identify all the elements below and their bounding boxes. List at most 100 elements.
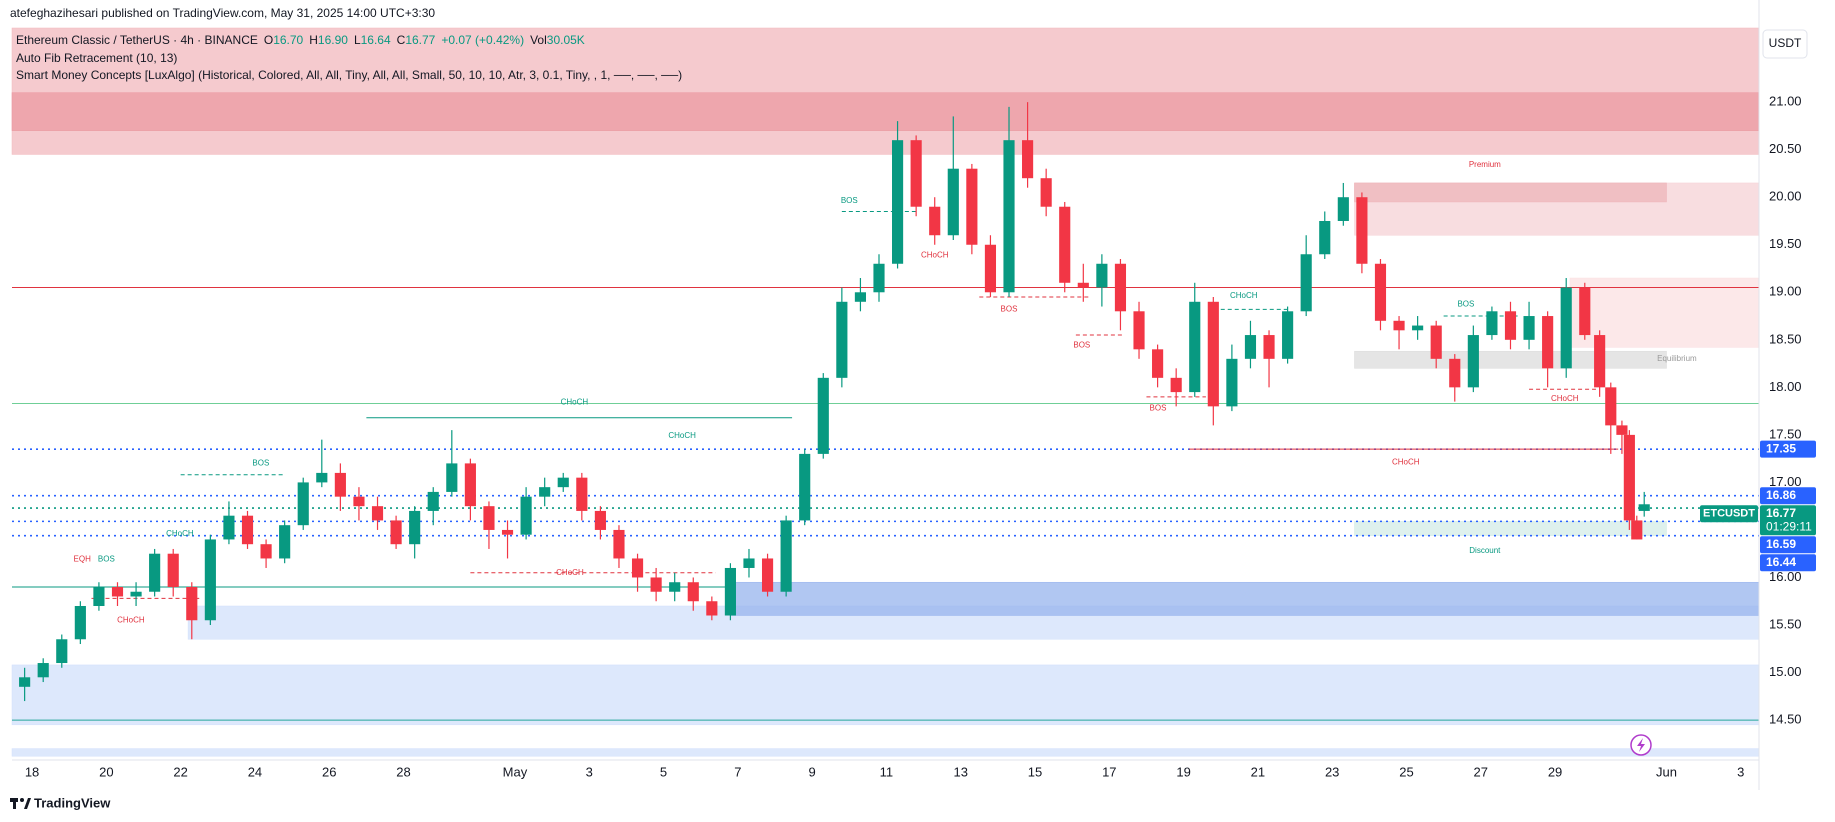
candle-body [1077,282,1089,288]
candle-body [464,463,476,507]
price-tag-label: 16.77 [1766,506,1796,520]
candle-body [1059,206,1071,283]
legend-value: 16.77 [405,33,435,47]
x-tick-label: Jun [1656,764,1677,779]
symbol-tag-label: ETCUSDT [1703,508,1755,520]
candle-body [167,553,179,587]
zone [11,664,1760,726]
candle-body [1594,335,1606,388]
candle-body [1263,335,1275,359]
legend-value: 16.90 [318,33,348,47]
annotation: BOS [1001,305,1018,314]
y-tick-label: 16.00 [1769,569,1802,584]
y-tick-label: 15.50 [1769,616,1802,631]
candle-body [260,544,272,559]
candle-body [390,520,402,545]
annotation: BOS [1457,300,1474,309]
candle-body [130,591,142,597]
annotation: CHoCH [668,431,696,440]
candle-body [631,558,644,578]
annotation: CHoCH [1230,291,1258,300]
candle-body [594,510,606,530]
candle-body [74,605,86,640]
x-tick-label: 23 [1325,764,1339,779]
currency[interactable]: USDT [1769,36,1802,50]
candle-body [241,515,254,545]
annotation: CHoCH [561,398,589,407]
y-tick-label: 15.00 [1769,664,1802,679]
candle-body [1170,377,1182,393]
annotation: CHoCH [117,615,145,624]
candle-body [371,506,384,521]
x-tick-label: 5 [660,764,667,779]
candle-body [780,520,792,592]
x-tick-label: 7 [734,764,741,779]
candle-body [1638,504,1650,511]
plot-area: CHoCH CHoCH BOS EQH BOS CHoCH CHoCH CHoCH BOS CHo… [11,27,1760,757]
indicator: Auto Fib Retracement (10, 13) [16,51,177,65]
candle-body [279,525,291,559]
x-tick-label: 17 [1102,764,1116,779]
x-tick-label: 9 [809,764,816,779]
price-tag [1760,487,1816,505]
x-tick-label: 28 [396,764,410,779]
candle-body [1096,263,1108,288]
candle-body [1133,311,1145,350]
legend-value: 30.05K [547,33,585,47]
annotation: CHoCH [921,250,949,259]
zone [11,27,1760,155]
x-tick-label: 13 [953,764,967,779]
indicator: Smart Money Concepts [LuxAlgo] (Historic… [16,68,682,82]
candle-body [1300,254,1312,312]
annotation: CHoCH [1551,394,1579,403]
x-tick-label: 20 [99,764,113,779]
candle-body [724,567,736,616]
annotation: BOS [841,196,858,205]
candle-body [929,206,941,236]
candle-body [1207,301,1219,407]
currency-button[interactable] [1762,29,1808,59]
candle-body [706,601,718,616]
candle-body [650,577,662,592]
zone [11,92,1760,131]
candle-body [1430,325,1442,359]
price-tag [1760,440,1816,458]
candle-body [1356,197,1368,264]
candle-body [1504,311,1517,340]
candle-body [1152,349,1164,378]
annotation: Discount [1469,546,1501,555]
candle-body [223,515,235,540]
candle-body [1412,325,1424,331]
candle-body [557,477,569,488]
x-tick-label: 11 [880,764,894,779]
candle-body [836,301,848,378]
candle-body [743,558,755,568]
candle-body [892,140,904,264]
y-tick-label: 17.00 [1769,474,1802,489]
candle-body [1486,311,1498,336]
publisher: atefeghazihesari published on TradingVie… [10,6,435,20]
candle-body [1623,434,1635,521]
x-tick-label: 25 [1399,764,1413,779]
x-tick-label: 21 [1251,764,1265,779]
candle-body [501,529,514,535]
price-tag-label: 17.35 [1766,441,1796,455]
candle-body [483,506,495,530]
y-tick-label: 19.50 [1769,236,1802,251]
price-tag-label: 16.59 [1766,537,1796,551]
annotation: CHoCH [1392,458,1420,467]
candle-body [1631,520,1643,540]
y-tick-label: 20.50 [1769,141,1802,156]
candle-body [910,140,922,207]
candle-body [1114,263,1127,312]
candle-body [409,510,421,545]
countdown: 01:29:11 [1766,519,1812,533]
candle-body [1226,358,1238,407]
x-tick-label: 3 [1737,764,1744,779]
legend-value: 16.70 [273,33,303,47]
candle-body [854,292,866,302]
candle-body [186,586,198,621]
candle-body [1189,301,1201,393]
y-tick-label: 18.50 [1769,331,1802,346]
annotation: Premium [1469,160,1501,169]
